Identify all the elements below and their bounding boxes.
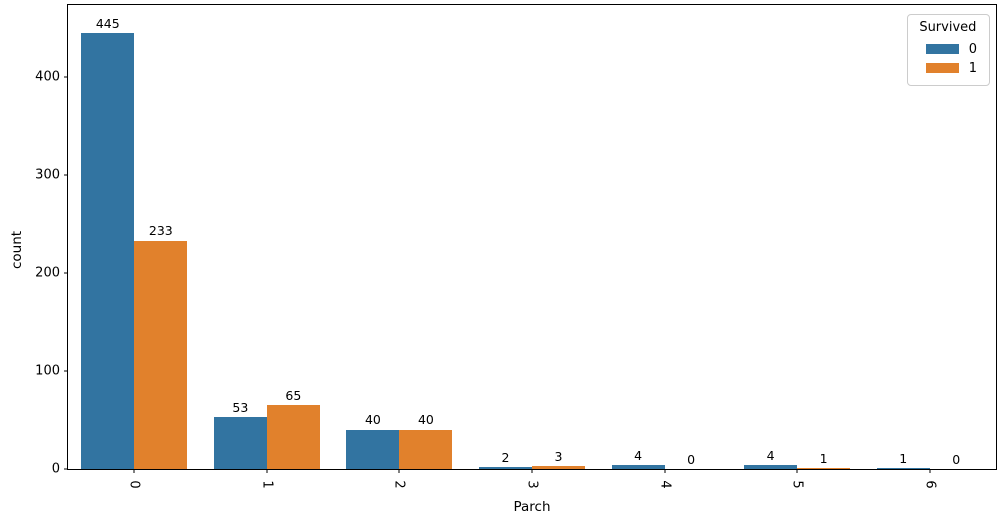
legend-entry-label: 0 xyxy=(968,41,977,57)
bar-survived-0-parch-5 xyxy=(744,465,798,469)
bar-value-label: 40 xyxy=(417,412,434,428)
legend-swatch-icon xyxy=(925,63,959,74)
bar-value-label: 0 xyxy=(687,451,696,467)
y-tick-mark xyxy=(64,370,68,372)
x-tick-mark xyxy=(398,469,400,473)
y-tick-label: 100 xyxy=(35,363,60,379)
y-tick-mark xyxy=(64,76,68,78)
bar-value-label: 233 xyxy=(148,223,173,239)
bar-value-label: 1 xyxy=(819,450,828,466)
bar-survived-1-parch-0 xyxy=(134,240,188,469)
y-tick-label: 300 xyxy=(35,167,60,183)
legend-entry-label: 1 xyxy=(968,60,977,76)
bar-survived-0-parch-0 xyxy=(81,33,135,469)
bar-value-label: 65 xyxy=(285,387,302,403)
y-tick-label: 400 xyxy=(35,69,60,85)
x-tick-label: 6 xyxy=(922,480,938,489)
x-tick-label: 2 xyxy=(391,480,407,489)
bar-survived-0-parch-1 xyxy=(213,417,267,469)
y-tick-mark xyxy=(64,468,68,470)
bar-value-label: 1 xyxy=(899,450,908,466)
x-tick-mark xyxy=(664,469,666,473)
y-tick-mark xyxy=(64,174,68,176)
bar-value-label: 4 xyxy=(634,447,643,463)
x-tick-mark xyxy=(133,469,135,473)
y-tick-label: 0 xyxy=(51,461,60,477)
legend-entry-1: 1 xyxy=(917,59,979,78)
bar-survived-1-parch-3 xyxy=(532,466,586,469)
legend-swatch-icon xyxy=(925,44,959,55)
bar-survived-1-parch-5 xyxy=(797,468,851,469)
bar-value-label: 40 xyxy=(364,412,381,428)
legend-entry-0: 0 xyxy=(917,40,979,59)
x-tick-label: 5 xyxy=(789,480,805,489)
x-tick-mark xyxy=(796,469,798,473)
bar-value-label: 445 xyxy=(95,15,120,31)
bar-survived-1-parch-1 xyxy=(266,405,320,469)
bar-value-label: 2 xyxy=(501,449,510,465)
bar-survived-1-parch-2 xyxy=(399,429,453,469)
y-tick-label: 200 xyxy=(35,265,60,281)
bar-survived-0-parch-3 xyxy=(478,467,532,469)
bar-value-label: 3 xyxy=(554,448,563,464)
bar-value-label: 4 xyxy=(766,447,775,463)
x-tick-label: 3 xyxy=(524,480,540,489)
x-tick-mark xyxy=(929,469,931,473)
x-tick-label: 4 xyxy=(657,480,673,489)
y-tick-mark xyxy=(64,272,68,274)
x-tick-label: 0 xyxy=(126,480,142,489)
bar-survived-0-parch-4 xyxy=(611,465,665,469)
bar-survived-0-parch-6 xyxy=(876,468,930,469)
y-axis-label: count xyxy=(9,230,25,270)
legend-title: Survived xyxy=(919,20,977,35)
bar-survived-0-parch-2 xyxy=(346,429,400,469)
x-tick-mark xyxy=(266,469,268,473)
bar-value-label: 53 xyxy=(232,399,249,415)
x-tick-mark xyxy=(531,469,533,473)
x-axis-label: Parch xyxy=(513,499,551,515)
x-tick-label: 1 xyxy=(259,480,275,489)
bar-value-label: 0 xyxy=(952,451,961,467)
